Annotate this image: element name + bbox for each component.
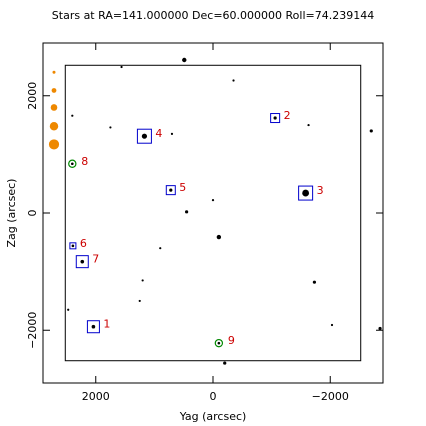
star-id-label: 2 (284, 109, 291, 122)
legend-mag-dot (52, 70, 56, 74)
field-star (378, 326, 382, 331)
y-tick-label: −2000 (26, 312, 39, 349)
selected-stars: 1 2 3 4 5 67 8 9 (68, 109, 324, 348)
field-star (307, 123, 310, 127)
field-star (71, 114, 74, 117)
guide-star-box (270, 113, 281, 124)
guide-star-box (75, 255, 89, 269)
field-star (185, 210, 189, 214)
guide-star (169, 188, 173, 192)
y-axis-label: Zag (arcsec) (5, 179, 18, 248)
guide-star-box (298, 185, 314, 201)
field-stars (67, 57, 382, 365)
guide-star-box (69, 242, 77, 250)
guide-star (302, 189, 310, 197)
guide-star-box (86, 320, 100, 334)
field-star (109, 126, 112, 129)
x-tick-label: 2000 (82, 390, 110, 403)
field-star (312, 280, 317, 284)
guide-star (141, 133, 148, 139)
guide-star (91, 324, 96, 329)
x-tick-label: 0 (210, 390, 217, 403)
y-tick-label: 0 (26, 210, 39, 217)
x-axis-ticks: 2000 0 −2000 (82, 43, 349, 403)
field-star (223, 361, 227, 365)
star-id-label: 8 (81, 155, 88, 168)
field-star (159, 247, 162, 250)
acq-star (217, 341, 221, 345)
guide-star-box (165, 185, 176, 196)
acq-star-circle (214, 338, 224, 348)
acq-star (71, 162, 74, 166)
y-tick-label: 2000 (26, 82, 39, 110)
field-star (141, 279, 144, 282)
legend-mag-dot (50, 104, 58, 111)
field-star (67, 308, 70, 311)
legend-mag-dot (49, 122, 59, 131)
star-id-label: 3 (317, 184, 324, 197)
field-star (330, 323, 334, 327)
field-star (216, 234, 222, 240)
guide-star (80, 259, 85, 264)
field-star (120, 65, 123, 69)
star-id-label: 7 (92, 253, 99, 266)
plot-frame (42, 42, 384, 384)
guide-star-box (136, 128, 152, 144)
field-star (170, 132, 174, 135)
legend-mag-dot (51, 88, 57, 93)
star-id-label: 1 (103, 318, 110, 331)
y-axis-ticks: 2000 0 −2000 (26, 82, 383, 349)
star-id-label: 6 (80, 237, 87, 250)
star-id-label: 4 (155, 127, 162, 140)
guide-star (71, 244, 75, 248)
field-star (211, 199, 215, 202)
x-tick-label: −2000 (312, 390, 349, 403)
guide-star (273, 116, 277, 120)
field-star (182, 57, 187, 63)
legend-mag-dot (48, 139, 60, 150)
magnitude-legend (48, 70, 60, 150)
field-star (138, 299, 141, 303)
acq-star-circle (68, 159, 77, 168)
star-id-label: 5 (179, 181, 186, 194)
ccd-field-box (64, 64, 362, 362)
field-star (232, 79, 235, 82)
field-star (369, 129, 373, 133)
star-id-label: 9 (228, 334, 235, 347)
x-axis-label: Yag (arcsec) (179, 410, 247, 423)
chart-title: Stars at RA=141.000000 Dec=60.000000 Rol… (52, 9, 374, 22)
